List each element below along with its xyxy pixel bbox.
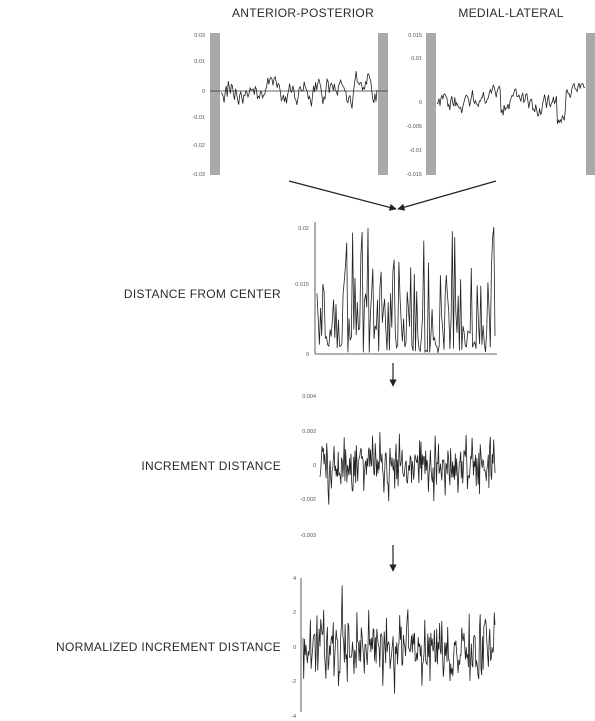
ap-tick: 0.01 — [194, 59, 205, 65]
distance-tick: 0.015 — [295, 282, 309, 288]
ml-tick: -0.01 — [409, 148, 422, 154]
normalized-panel: 4 2 0 -2 -4 — [291, 576, 496, 720]
increment-label: INCREMENT DISTANCE — [141, 459, 281, 473]
increment-tick: -0.002 — [300, 497, 316, 503]
ap-tick: -0.02 — [192, 143, 205, 149]
distance-label: DISTANCE FROM CENTER — [124, 287, 281, 301]
normalized-signal — [302, 585, 496, 694]
ap-tick: -0.01 — [192, 115, 205, 121]
ap-signal — [220, 71, 378, 109]
increment-tick: 0.002 — [302, 429, 316, 435]
distance-tick: 0 — [306, 352, 309, 358]
ml-panel: 0.015 0.01 0 -0.005 -0.01 -0.015 — [406, 33, 595, 178]
distance-tick: 0.02 — [298, 226, 309, 232]
increment-signal — [319, 431, 496, 505]
ap-panel: 0.03 0.01 0 -0.01 -0.02 -0.03 — [192, 33, 388, 178]
ap-left-shade — [210, 33, 220, 175]
ml-header: MEDIAL-LATERAL — [458, 6, 563, 20]
ml-tick: 0.015 — [408, 33, 422, 39]
ml-tick: 0 — [419, 100, 422, 106]
ml-right-shade — [586, 33, 595, 175]
ml-left-shade — [426, 33, 436, 175]
ml-ticks: 0.015 0.01 0 -0.005 -0.01 -0.015 — [406, 33, 422, 178]
increment-panel: 0.004 0.002 0 -0.002 -0.003 — [300, 394, 496, 539]
distance-signal — [316, 227, 496, 353]
ml-tick: -0.005 — [406, 124, 422, 130]
ap-header: ANTERIOR-POSTERIOR — [232, 6, 374, 20]
normalized-tick: 0 — [293, 645, 296, 651]
ml-tick: -0.015 — [406, 172, 422, 178]
normalized-label: NORMALIZED INCREMENT DISTANCE — [56, 640, 281, 654]
normalized-tick: 4 — [293, 576, 296, 582]
ml-signal — [436, 82, 586, 124]
normalized-tick: -4 — [291, 714, 296, 720]
increment-tick: -0.003 — [300, 533, 316, 539]
ap-right-shade — [378, 33, 388, 175]
ap-tick: -0.03 — [192, 172, 205, 178]
normalized-tick: -2 — [291, 679, 296, 685]
increment-tick: 0.004 — [302, 394, 316, 400]
arrow-from-ap — [288, 180, 397, 211]
ml-tick: 0.01 — [411, 56, 422, 62]
ap-tick: 0 — [202, 89, 205, 95]
arrow-from-ml — [397, 180, 497, 211]
distance-panel: 0.02 0.015 0 — [295, 222, 497, 358]
ap-ticks: 0.03 0.01 0 -0.01 -0.02 -0.03 — [192, 33, 205, 178]
normalized-tick: 2 — [293, 610, 296, 616]
increment-tick: 0 — [313, 463, 316, 469]
ap-tick: 0.03 — [194, 33, 205, 39]
